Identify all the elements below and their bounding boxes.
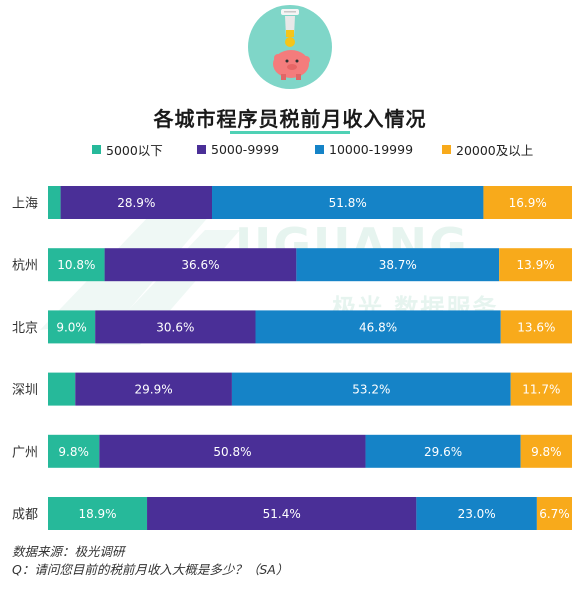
category-label: 广州	[12, 445, 38, 460]
piggy-bank-icon	[248, 5, 332, 89]
legend-swatch	[442, 144, 451, 154]
legend-label: 20000及以上	[456, 142, 534, 158]
bar-segment	[99, 434, 366, 468]
bar-segment	[95, 310, 256, 344]
legend-label: 5000以下	[106, 142, 163, 158]
data-label: 13.6%	[517, 320, 555, 334]
bar-segment	[231, 372, 511, 406]
bar-segment	[48, 497, 148, 530]
data-label: 28.9%	[117, 196, 155, 210]
title-underline	[230, 131, 350, 134]
footer-question: Q：请问您目前的税前月收入大概是多少？（SA）	[12, 562, 289, 577]
data-label: 53.2%	[352, 383, 390, 397]
data-label: 46.8%	[359, 320, 397, 334]
data-label: 18.9%	[78, 507, 116, 521]
bar-segment	[255, 310, 501, 344]
data-label: 9.0%	[56, 320, 87, 334]
category-label: 深圳	[12, 383, 38, 398]
data-label: 50.8%	[213, 445, 251, 459]
bar-segment	[147, 497, 417, 530]
data-label: 51.4%	[263, 507, 301, 521]
bar-segment	[212, 186, 484, 219]
legend-item: 10000-19999	[315, 140, 413, 158]
category-label: 上海	[12, 197, 38, 212]
data-label: 10.8%	[57, 258, 95, 272]
legend-swatch	[92, 144, 101, 154]
bar-segment	[416, 497, 537, 530]
data-label: 29.6%	[424, 445, 462, 459]
bar-segment	[48, 434, 100, 468]
bar-segment	[48, 248, 105, 282]
legend-item: 5000以下	[92, 140, 163, 158]
data-label: 16.9%	[509, 196, 547, 210]
bar-segment	[296, 248, 500, 282]
bar-segment	[520, 434, 572, 468]
footer-source: 数据来源：极光调研	[12, 544, 125, 559]
bars-svg: 上海2.4%28.9%51.8%16.9%杭州10.8%36.6%38.7%13…	[12, 186, 572, 530]
data-label: 30.6%	[156, 320, 194, 334]
data-label: 29.9%	[135, 383, 173, 397]
legend-label: 5000-9999	[211, 141, 280, 157]
legend-item: 20000及以上	[442, 140, 533, 158]
data-label: 23.0%	[458, 507, 496, 521]
data-label: 6.7%	[539, 507, 570, 521]
data-label: 9.8%	[531, 445, 562, 459]
data-label: 38.7%	[379, 258, 417, 272]
legend-item: 5000-9999	[197, 140, 279, 158]
bar-segment	[510, 372, 572, 406]
bar-segment	[75, 372, 232, 406]
data-label: 13.9%	[517, 258, 555, 272]
data-label: 11.7%	[522, 383, 560, 397]
bar-segment	[365, 434, 521, 468]
bar-segment	[499, 248, 572, 282]
legend-swatch	[197, 144, 206, 154]
bar-segment	[48, 372, 76, 406]
bar-segment	[483, 186, 572, 219]
data-label: 36.6%	[181, 258, 219, 272]
bar-segment	[104, 248, 297, 282]
legend-swatch	[315, 144, 324, 154]
bar-segment	[48, 186, 61, 219]
bar-segment	[536, 497, 572, 530]
bar-segment	[48, 310, 96, 344]
chart-title: 各城市程序员税前月收入情况	[153, 107, 427, 131]
category-label: 杭州	[12, 259, 38, 274]
category-label: 北京	[12, 321, 38, 336]
bar-segment	[500, 310, 572, 344]
bar-segment	[60, 186, 213, 219]
chart-legend: 5000以下 5000-9999 10000-19999 20000及以上	[0, 140, 580, 158]
category-label: 成都	[12, 508, 38, 523]
data-label: 51.8%	[329, 196, 367, 210]
legend-label: 10000-19999	[329, 141, 414, 157]
data-label: 9.8%	[58, 445, 89, 459]
